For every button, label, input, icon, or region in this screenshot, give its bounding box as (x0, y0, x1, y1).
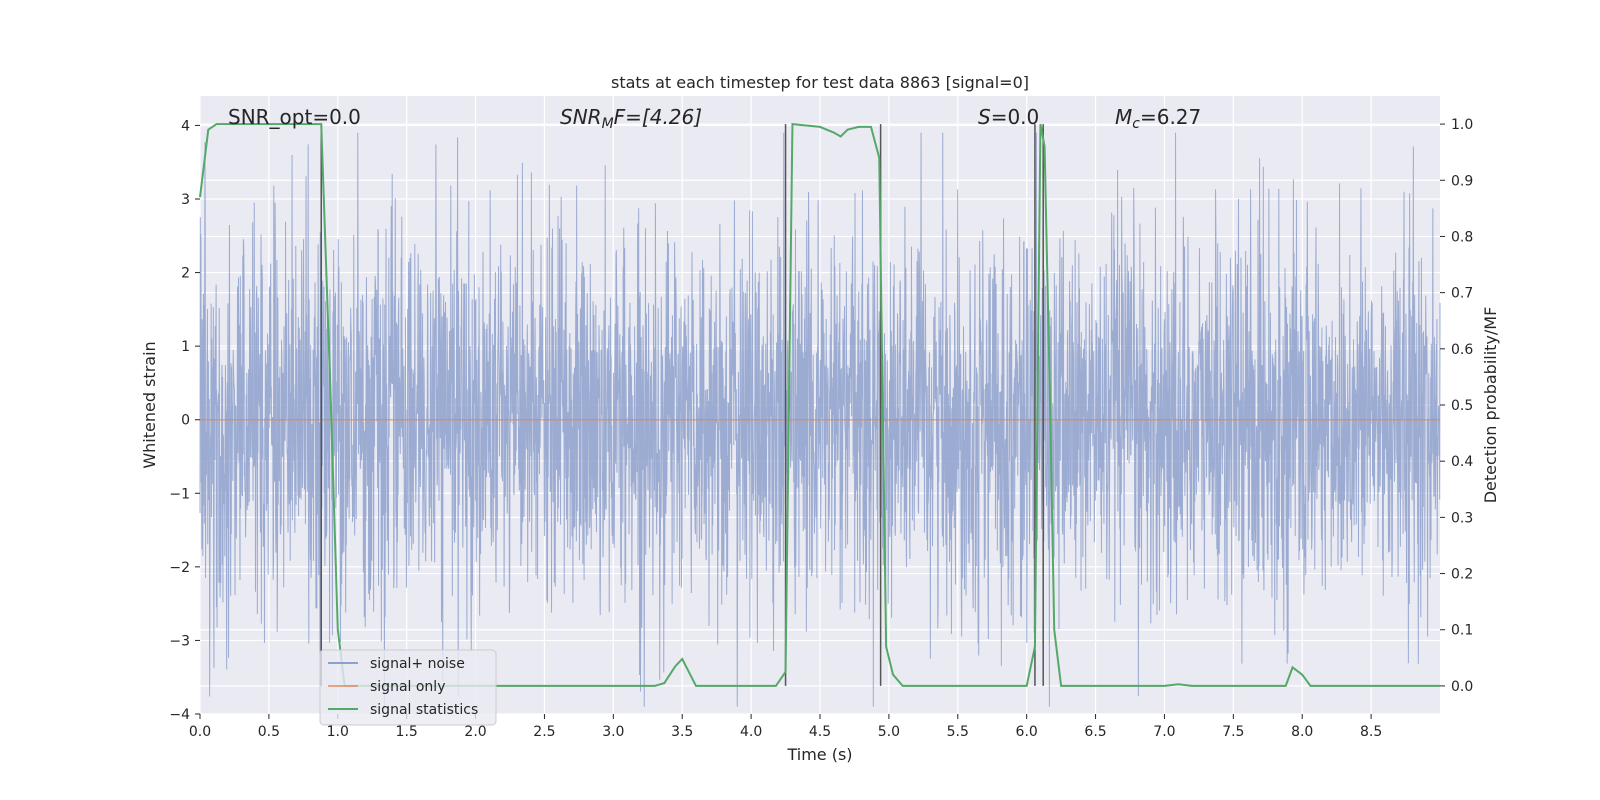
signal-statistics-line (199, 122, 1440, 687)
signal-noise-line (199, 132, 1441, 707)
y-axis-title: Whitened strain (140, 341, 159, 468)
legend-label-signal-only: signal only (370, 679, 445, 695)
y-right-tick-label-7: 0.3 (1451, 510, 1473, 526)
y-axis-right-ticks: 1.0 0.9 0.8 0.7 0.6 0.5 0.4 0.3 0.2 0.1 0.0 (1440, 117, 1473, 695)
s-value: =0.0 (991, 105, 1040, 129)
y-axis-ticks: 4 3 2 1 0 −1 −2 −3 −4 (169, 118, 200, 723)
x-tick-label-10: 5.0 (878, 724, 900, 740)
x-tick-label-12: 6.0 (1016, 724, 1038, 740)
x-tick-label-11: 5.5 (947, 724, 969, 740)
y-right-tick-label-4: 0.6 (1451, 342, 1473, 358)
y-tick-label-6: −2 (169, 560, 190, 576)
y-right-tick-label-10: 0.0 (1451, 679, 1473, 695)
legend-label-signal-noise: signal+ noise (370, 656, 465, 672)
x-axis-title: Time (s) (786, 745, 852, 764)
x-tick-label-4: 2.0 (464, 724, 486, 740)
x-tick-label-8: 4.0 (740, 724, 762, 740)
x-tick-label-14: 7.0 (1153, 724, 1175, 740)
y-right-tick-label-0: 1.0 (1451, 117, 1473, 133)
y-tick-label-0: 4 (181, 118, 190, 134)
x-tick-label-16: 8.0 (1291, 724, 1313, 740)
annotation-snr-mf: SNRMF=[4.26] (560, 105, 702, 132)
y-tick-label-1: 3 (181, 192, 190, 208)
y-tick-label-7: −3 (169, 633, 190, 649)
x-axis-ticks: 0.0 0.5 1.0 1.5 2.0 2.5 3.0 3.5 4.0 4.5 5.0 5.5 6.0 6… (189, 714, 1382, 740)
x-tick-label-1: 0.5 (258, 724, 280, 740)
x-tick-label-2: 1.0 (327, 724, 349, 740)
y-right-tick-label-9: 0.1 (1451, 623, 1473, 639)
y-tick-label-5: −1 (169, 486, 190, 502)
annotation-snr-opt: SNR_opt=0.0 (228, 105, 361, 129)
s-label: S (978, 105, 991, 129)
snr-mf-prefix: SNR (560, 105, 602, 129)
y-tick-label-8: −4 (169, 707, 190, 723)
x-tick-label-6: 3.0 (602, 724, 624, 740)
y-tick-label-4: 0 (181, 413, 190, 429)
x-tick-label-9: 4.5 (809, 724, 831, 740)
x-tick-label-17: 8.5 (1360, 724, 1382, 740)
y-right-tick-label-2: 0.8 (1451, 229, 1473, 245)
snr-mf-sub: M (602, 116, 614, 132)
x-tick-label-5: 2.5 (533, 724, 555, 740)
mc-label: M (1115, 105, 1132, 129)
chart-title: stats at each timestep for test data 886… (611, 73, 1029, 92)
x-tick-label-13: 6.5 (1084, 724, 1106, 740)
legend-box (319, 649, 497, 726)
y-tick-label-2: 2 (181, 266, 190, 282)
legend: signal+ noise signal only signal statist… (319, 649, 497, 726)
annotation-mc: Mc=6.27 (1115, 105, 1201, 132)
y-right-tick-label-6: 0.4 (1451, 454, 1473, 470)
mc-sub: c (1132, 116, 1140, 132)
y-right-tick-label-1: 0.9 (1451, 173, 1473, 189)
y-right-tick-label-3: 0.7 (1451, 286, 1473, 302)
y-tick-label-3: 1 (181, 339, 190, 355)
y-right-tick-label-8: 0.2 (1451, 567, 1473, 583)
mc-value: =6.27 (1140, 105, 1201, 129)
series-signal-noise (199, 132, 1441, 707)
x-tick-label-3: 1.5 (396, 724, 418, 740)
y-axis-right-title: Detection probability/MF (1481, 307, 1500, 504)
annotation-s: S=0.0 (978, 105, 1039, 129)
x-tick-label-0: 0.0 (189, 724, 211, 740)
x-tick-label-15: 7.5 (1222, 724, 1244, 740)
x-tick-label-7: 3.5 (671, 724, 693, 740)
y-right-tick-label-5: 0.5 (1451, 398, 1473, 414)
legend-label-signal-statistics: signal statistics (370, 702, 478, 718)
series-signal-statistics (199, 122, 1440, 687)
snr-mf-suffix: F=[4.26] (614, 105, 702, 129)
